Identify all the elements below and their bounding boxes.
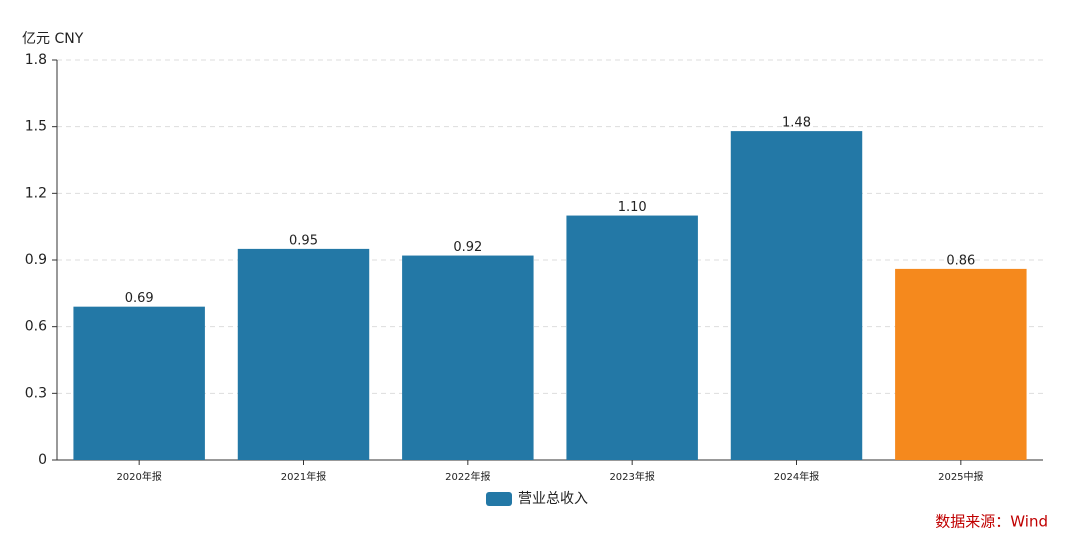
x-tick-label: 2022年报 (445, 470, 490, 483)
bar (73, 306, 205, 460)
x-tick-label: 2023年报 (609, 470, 654, 483)
bar (566, 215, 698, 460)
x-tick-label: 2021年报 (281, 470, 326, 483)
y-tick-label: 1.5 (25, 119, 47, 135)
legend-label: 营业总收入 (518, 491, 588, 507)
x-tick-label: 2020年报 (116, 470, 161, 483)
bar (237, 248, 370, 460)
legend-swatch (486, 492, 512, 506)
bar (730, 131, 863, 460)
y-tick-label: 0.6 (25, 319, 47, 335)
y-tick-label: 0.3 (25, 385, 47, 401)
value-label: 0.86 (946, 253, 975, 268)
y-tick-label: 1.2 (25, 185, 47, 201)
x-tick-label: 2025中报 (938, 470, 983, 483)
y-tick-label: 0 (38, 452, 47, 468)
value-label: 0.92 (453, 240, 482, 255)
value-label: 0.69 (125, 291, 154, 306)
y-tick-label: 0.9 (25, 252, 47, 268)
unit-label: 亿元 CNY (22, 31, 84, 47)
source: 数据来源：Wind (935, 513, 1048, 531)
y-tick-label: 1.8 (25, 52, 47, 68)
value-label: 1.10 (618, 200, 647, 215)
x-tick-label: 2024年报 (774, 470, 819, 483)
bar (895, 268, 1027, 460)
value-label: 1.48 (782, 116, 811, 131)
bar (402, 255, 534, 460)
value-label: 0.95 (289, 233, 318, 248)
